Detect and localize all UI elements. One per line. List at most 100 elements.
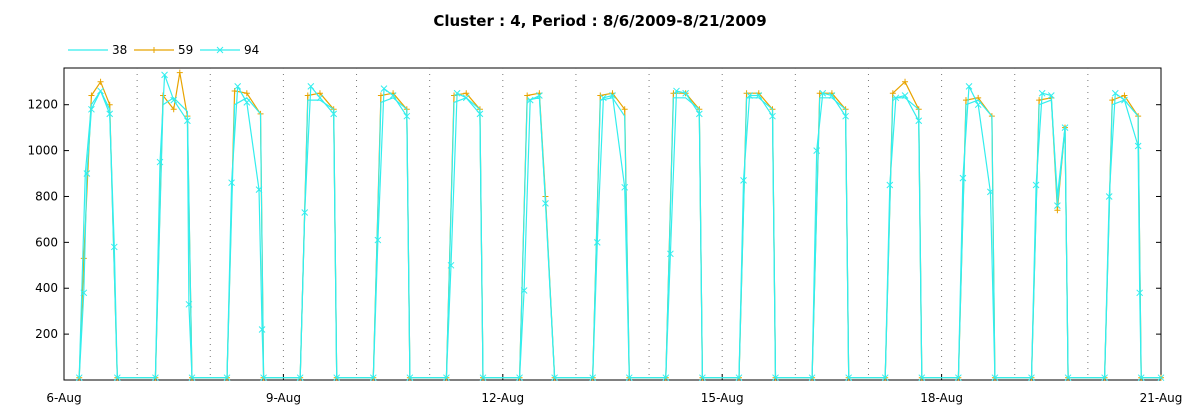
point-marker-x (881, 374, 889, 382)
point-marker-x (243, 99, 251, 106)
point-marker-x (1136, 289, 1144, 297)
point-marker-x (740, 177, 747, 184)
point-marker-x (974, 101, 982, 109)
point-marker-x (1028, 374, 1035, 382)
point-marker-x (307, 82, 315, 90)
point-marker-plus (597, 92, 604, 99)
point-marker-x (330, 110, 338, 118)
point-marker-x (682, 89, 689, 97)
legend-item-94: 94 (200, 43, 259, 57)
point-marker-x (609, 92, 616, 99)
point-marker-x (886, 181, 894, 189)
point-marker-x (699, 374, 706, 382)
legend-label: 38 (112, 43, 127, 57)
point-marker-x (462, 94, 470, 102)
point-marker-x (735, 374, 743, 382)
point-marker-x (828, 92, 836, 99)
point-marker-x (156, 158, 164, 166)
point-marker-x (296, 374, 304, 382)
point-marker-x (542, 199, 549, 207)
point-marker-plus (176, 69, 183, 76)
point-marker-x (965, 82, 973, 90)
point-marker-x (406, 374, 414, 382)
point-marker-x (170, 96, 178, 104)
x-tick-label: 18-Aug (920, 391, 963, 405)
point-marker-x (185, 300, 193, 308)
point-marker-plus (1109, 97, 1116, 104)
point-marker-x (1121, 96, 1128, 104)
point-marker-x (1061, 124, 1069, 132)
legend-item-38: 38 (68, 43, 127, 57)
point-marker-plus (1036, 97, 1043, 104)
chart-title: Cluster : 4, Period : 8/6/2009-8/21/2009 (433, 12, 766, 30)
point-marker-x (83, 170, 91, 177)
point-marker-x (673, 87, 680, 95)
y-tick-label: 600 (35, 235, 58, 249)
point-marker-x (447, 261, 455, 269)
point-marker-plus (816, 90, 823, 97)
point-marker-x (1101, 374, 1108, 382)
point-marker-x (516, 374, 523, 382)
x-tick-label: 9-Aug (266, 391, 301, 405)
legend-label: 94 (244, 43, 259, 57)
point-marker-x (901, 92, 909, 99)
point-marker-plus (451, 92, 458, 99)
point-marker-x (915, 117, 923, 125)
point-marker-x (1134, 142, 1142, 150)
point-marker-x (255, 186, 263, 193)
point-marker-x (110, 243, 118, 251)
point-marker-x (106, 110, 114, 118)
series-38 (78, 90, 1161, 379)
point-marker-x (403, 112, 411, 120)
point-marker-plus (621, 106, 628, 113)
legend: 38 59 94 (68, 43, 259, 57)
point-marker-x (374, 236, 382, 244)
point-marker-x (88, 105, 95, 113)
x-tick-label: 15-Aug (701, 391, 744, 405)
y-tick-label: 400 (35, 281, 58, 295)
point-marker-x (184, 117, 191, 125)
point-marker-x (667, 250, 674, 258)
point-marker-x (520, 287, 528, 294)
point-marker-x (453, 89, 461, 97)
point-marker-plus (170, 106, 177, 113)
point-marker-x (1064, 374, 1072, 382)
point-marker-x (1137, 374, 1145, 382)
series-94 (75, 71, 1165, 382)
point-marker-plus (902, 78, 909, 85)
series-line-59 (78, 71, 1161, 379)
point-marker-x (955, 374, 962, 382)
point-marker-x (389, 92, 397, 99)
point-marker-x (695, 110, 703, 118)
point-marker-x (593, 238, 601, 246)
point-marker-x (228, 179, 235, 187)
point-marker-x (1105, 193, 1113, 200)
point-marker-x (808, 374, 816, 382)
point-marker-x (188, 374, 196, 382)
point-marker-x (301, 209, 309, 216)
point-marker-x (625, 374, 633, 382)
point-marker-x (260, 374, 267, 382)
x-tick-label: 21-Aug (1140, 391, 1183, 405)
point-marker-x (333, 374, 341, 382)
point-marker-x (551, 374, 558, 382)
point-marker-plus (463, 90, 470, 97)
x-tick-label: 6-Aug (46, 391, 81, 405)
y-tick-label: 1200 (27, 98, 58, 112)
point-marker-x (75, 374, 83, 382)
point-marker-x (987, 188, 994, 196)
grid (136, 68, 1089, 380)
legend-item-59: 59 (134, 43, 193, 57)
point-marker-x (813, 147, 821, 154)
point-marker-x (842, 112, 849, 120)
point-marker-plus (97, 78, 104, 85)
x-tick-label: 12-Aug (481, 391, 524, 405)
point-marker-x (479, 374, 487, 382)
point-marker-x (536, 92, 543, 99)
point-marker-x (1111, 89, 1119, 97)
series-line-38 (78, 90, 1161, 379)
legend-marker-x (216, 46, 224, 54)
point-marker-x (234, 82, 242, 90)
point-marker-x (152, 374, 159, 382)
point-marker-x (526, 96, 534, 104)
